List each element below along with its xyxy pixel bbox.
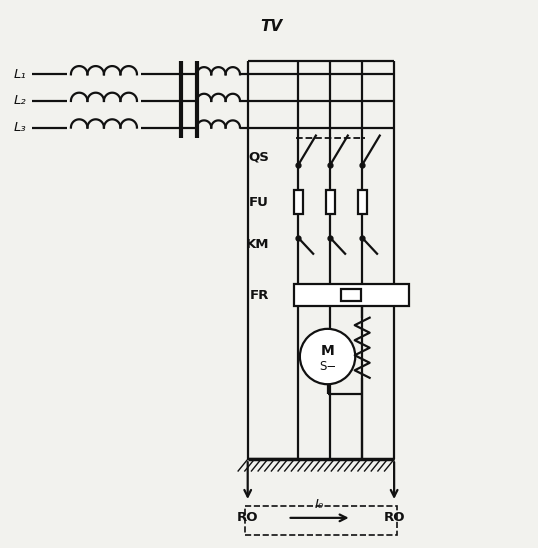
Text: L₁: L₁ xyxy=(14,68,27,81)
Text: TV: TV xyxy=(260,20,283,35)
Text: S−: S− xyxy=(319,359,336,373)
Bar xyxy=(294,284,408,306)
Bar xyxy=(245,506,397,535)
Bar xyxy=(325,190,335,214)
Text: M: M xyxy=(321,344,335,358)
Text: QS: QS xyxy=(248,150,269,163)
Circle shape xyxy=(300,329,355,384)
Text: KM: KM xyxy=(245,238,269,251)
Text: L₂: L₂ xyxy=(14,94,27,107)
Text: L₃: L₃ xyxy=(14,121,27,134)
Bar xyxy=(294,190,303,214)
Bar xyxy=(341,289,362,301)
Text: FR: FR xyxy=(250,289,269,302)
Bar xyxy=(358,190,367,214)
Text: RO: RO xyxy=(384,511,405,524)
Text: RO: RO xyxy=(237,511,258,524)
Text: I₀: I₀ xyxy=(315,498,324,511)
Text: FU: FU xyxy=(249,196,269,209)
